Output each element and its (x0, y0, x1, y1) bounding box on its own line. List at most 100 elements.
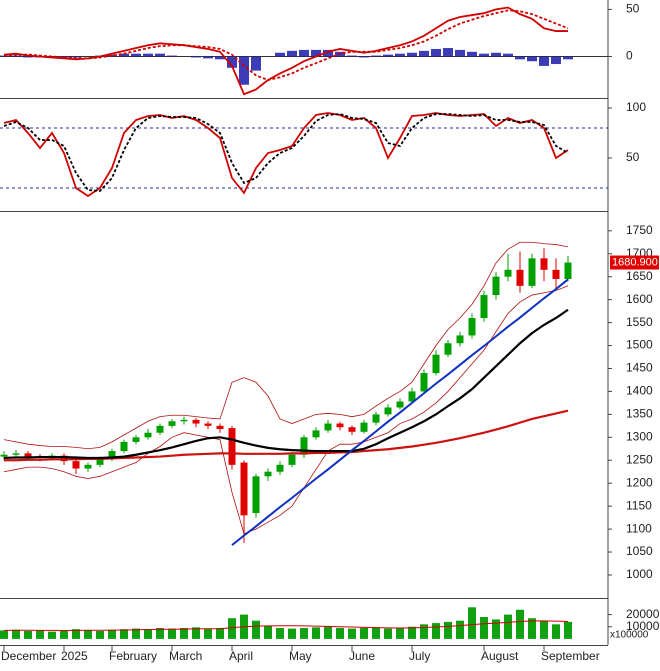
histogram-bar (347, 55, 357, 57)
y-tick-label: 1400 (626, 384, 653, 398)
y-tick-label: 1300 (626, 429, 653, 443)
candle-body (516, 269, 524, 286)
candle-body (276, 464, 284, 472)
histogram-bar (167, 55, 177, 57)
indicator-line (231, 278, 569, 546)
histogram-bar (359, 56, 369, 58)
histogram-bar (215, 56, 225, 60)
histogram-bar (191, 56, 201, 58)
volume-bar (528, 618, 536, 639)
volume-bar (504, 614, 512, 639)
histogram-bar (431, 48, 441, 57)
candle-body (204, 423, 212, 426)
x-tick-label: December (1, 649, 56, 663)
candle-body (336, 423, 344, 428)
y-tick-label: 1100 (626, 521, 652, 535)
candle-body (12, 453, 20, 455)
volume-bar (564, 621, 572, 639)
histogram-bar (107, 54, 117, 57)
volume-bar (372, 627, 380, 639)
x-tick-label: February (109, 649, 157, 663)
candle-body (408, 391, 416, 402)
volume-bar (384, 628, 392, 639)
volume-bar (552, 624, 560, 639)
histogram-bar (395, 53, 405, 57)
candle-body (240, 462, 248, 516)
volume-bar (108, 629, 116, 639)
y-tick-label: 1550 (626, 315, 653, 329)
volume-bar (468, 607, 476, 639)
volume-bar (444, 621, 452, 639)
volume-bar (408, 626, 416, 639)
volume-bar (288, 628, 296, 639)
volume-bar (168, 628, 176, 639)
volume-bar (60, 631, 68, 639)
candle-body (396, 401, 404, 408)
y-tick-label: 1200 (626, 475, 653, 489)
candle-body (96, 459, 104, 465)
histogram-bar (287, 50, 297, 57)
candle-body (444, 343, 452, 355)
y-tick-label: 1250 (626, 452, 653, 466)
indicator-line (3, 113, 569, 192)
volume-bar (12, 629, 20, 639)
candle-body (372, 414, 380, 423)
volume-bar (156, 627, 164, 639)
indicator-line (3, 112, 569, 198)
candle-body (228, 428, 236, 465)
histogram-bar (323, 49, 333, 57)
volume-bar (0, 630, 8, 639)
x-tick-label: August (481, 649, 519, 663)
volume-bar (36, 630, 44, 639)
x-tick-label: June (349, 649, 375, 663)
volume-bar (324, 626, 332, 639)
indicator-line (3, 285, 569, 535)
candle-body (504, 269, 512, 277)
histogram-bar (383, 54, 393, 57)
histogram-bar (239, 56, 249, 85)
histogram-bar (455, 49, 465, 57)
volume-bar (396, 627, 404, 639)
volume-bar (516, 609, 524, 639)
candle-body (456, 335, 464, 344)
candle-body (552, 269, 560, 279)
volume-bar (456, 620, 464, 639)
candle-body (84, 464, 92, 469)
volume-bar (480, 617, 488, 639)
histogram-bar (563, 56, 573, 60)
histogram-bar (275, 52, 285, 57)
histogram-bar (251, 56, 261, 71)
candle-body (108, 451, 116, 460)
y-tick-label: 1150 (626, 498, 652, 512)
volume-bar (300, 627, 308, 639)
volume-bar (276, 627, 284, 639)
y-tick-label: 20000 (626, 607, 660, 621)
y-tick-label: 50 (626, 150, 640, 164)
candle-body (132, 437, 140, 442)
last-price-label: 1680.900 (612, 256, 658, 268)
volume-bar (48, 631, 56, 639)
volume-bar (96, 631, 104, 639)
histogram-bar (467, 51, 477, 57)
candle-body (360, 422, 368, 432)
volume-bar (180, 627, 188, 639)
y-tick-label: 1500 (626, 338, 653, 352)
volume-bar (120, 629, 128, 639)
histogram-bar (131, 53, 141, 57)
volume-bar (24, 631, 32, 639)
y-tick-label: 1750 (626, 223, 653, 237)
candle-body (468, 318, 476, 336)
histogram-bar (227, 56, 237, 68)
last-price-box (610, 255, 659, 270)
histogram-bar (503, 53, 513, 57)
y-tick-label: 0 (626, 49, 633, 63)
candle-body (564, 262, 572, 279)
histogram-bar (371, 55, 381, 57)
volume-bar (492, 619, 500, 639)
histogram-bar (203, 56, 213, 59)
volume-bar (204, 628, 212, 639)
volume-bar (192, 627, 200, 639)
candle-body (348, 427, 356, 432)
